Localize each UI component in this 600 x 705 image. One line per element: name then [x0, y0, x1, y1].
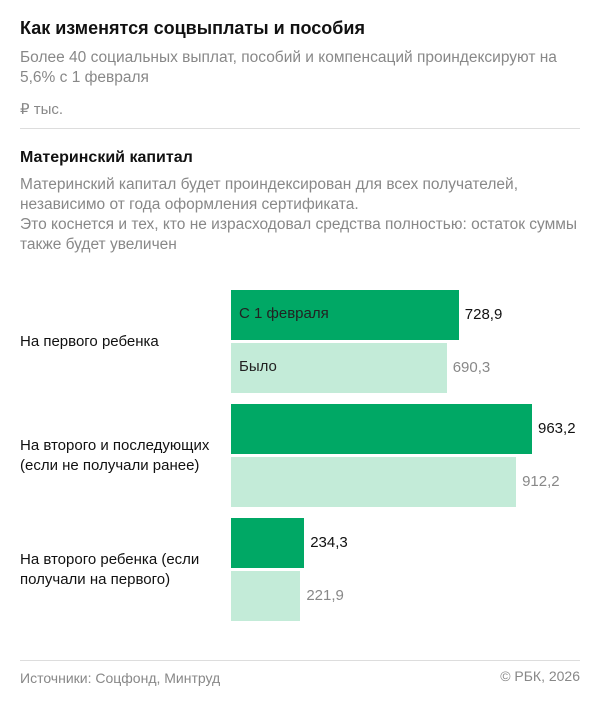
section-title: Материнский капитал	[20, 149, 193, 166]
unit-label: ₽ тыс.	[20, 101, 64, 118]
description-line: Это коснется и тех, кто не израсходовал …	[20, 216, 578, 253]
data-label: 221,9	[306, 587, 344, 604]
section-description: Материнский капитал будет проиндексирова…	[20, 175, 590, 255]
bar	[231, 518, 305, 568]
data-label: 912,2	[522, 473, 560, 490]
bar	[231, 404, 532, 454]
data-label: 963,2	[538, 420, 576, 437]
bar: Было	[231, 343, 447, 393]
category-label: На второго ребенка (если получали на пер…	[20, 551, 200, 588]
chart-subtitle: Более 40 социальных выплат, пособий и ко…	[20, 49, 557, 86]
data-label: 728,9	[464, 306, 503, 323]
chart-title: Как изменятся соцвыплаты и пособия	[20, 18, 365, 38]
bar	[231, 457, 517, 507]
divider	[20, 660, 580, 661]
bar	[231, 571, 301, 621]
source-note: Источники: Соцфонд, Минтруд	[20, 670, 221, 686]
bar: С 1 февраля	[231, 290, 459, 340]
legend-label: Было	[239, 358, 277, 375]
category-label: На первого ребенка	[20, 333, 159, 350]
description-line: Материнский капитал будет проиндексирова…	[20, 176, 519, 213]
legend-label: С 1 февраля	[239, 305, 329, 322]
data-label: 690,3	[452, 359, 491, 376]
copyright: © РБК, 2026	[500, 668, 580, 684]
data-label: 234,3	[310, 534, 348, 551]
divider	[20, 128, 580, 129]
category-label: На второго и последующих (если не получа…	[20, 437, 210, 474]
